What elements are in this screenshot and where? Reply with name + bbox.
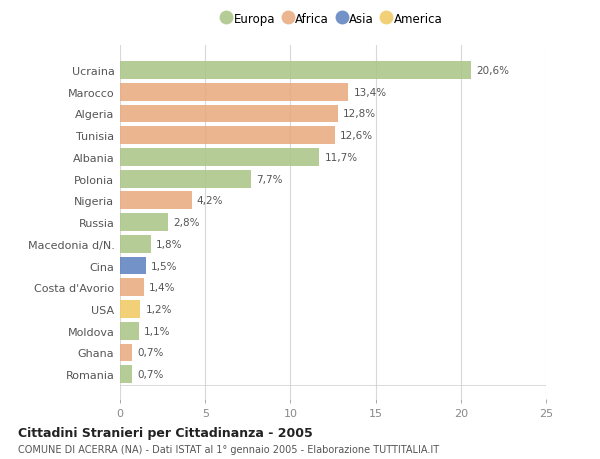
Text: 0,7%: 0,7% bbox=[137, 369, 163, 380]
Bar bbox=[120, 344, 132, 362]
Bar bbox=[120, 105, 338, 123]
Bar bbox=[120, 192, 191, 210]
Bar bbox=[120, 235, 151, 253]
Bar bbox=[120, 322, 139, 340]
Legend: Europa, Africa, Asia, America: Europa, Africa, Asia, America bbox=[223, 13, 443, 26]
Text: 1,4%: 1,4% bbox=[149, 283, 175, 293]
Bar bbox=[120, 365, 132, 383]
Bar bbox=[120, 257, 146, 275]
Text: 20,6%: 20,6% bbox=[476, 66, 509, 76]
Text: COMUNE DI ACERRA (NA) - Dati ISTAT al 1° gennaio 2005 - Elaborazione TUTTITALIA.: COMUNE DI ACERRA (NA) - Dati ISTAT al 1°… bbox=[18, 444, 439, 454]
Text: 0,7%: 0,7% bbox=[137, 348, 163, 358]
Text: 1,8%: 1,8% bbox=[156, 239, 182, 249]
Bar bbox=[120, 62, 471, 80]
Text: 13,4%: 13,4% bbox=[353, 88, 386, 97]
Text: 4,2%: 4,2% bbox=[197, 196, 223, 206]
Text: 1,5%: 1,5% bbox=[151, 261, 177, 271]
Bar bbox=[120, 301, 140, 318]
Text: 12,8%: 12,8% bbox=[343, 109, 376, 119]
Bar bbox=[120, 214, 168, 231]
Text: 1,1%: 1,1% bbox=[144, 326, 170, 336]
Text: 2,8%: 2,8% bbox=[173, 218, 199, 228]
Bar bbox=[120, 170, 251, 188]
Text: 1,2%: 1,2% bbox=[146, 304, 172, 314]
Bar bbox=[120, 84, 349, 101]
Bar bbox=[120, 149, 319, 167]
Bar bbox=[120, 279, 144, 297]
Text: Cittadini Stranieri per Cittadinanza - 2005: Cittadini Stranieri per Cittadinanza - 2… bbox=[18, 426, 313, 439]
Text: 11,7%: 11,7% bbox=[325, 152, 358, 162]
Bar bbox=[120, 127, 335, 145]
Text: 12,6%: 12,6% bbox=[340, 131, 373, 141]
Text: 7,7%: 7,7% bbox=[256, 174, 283, 184]
